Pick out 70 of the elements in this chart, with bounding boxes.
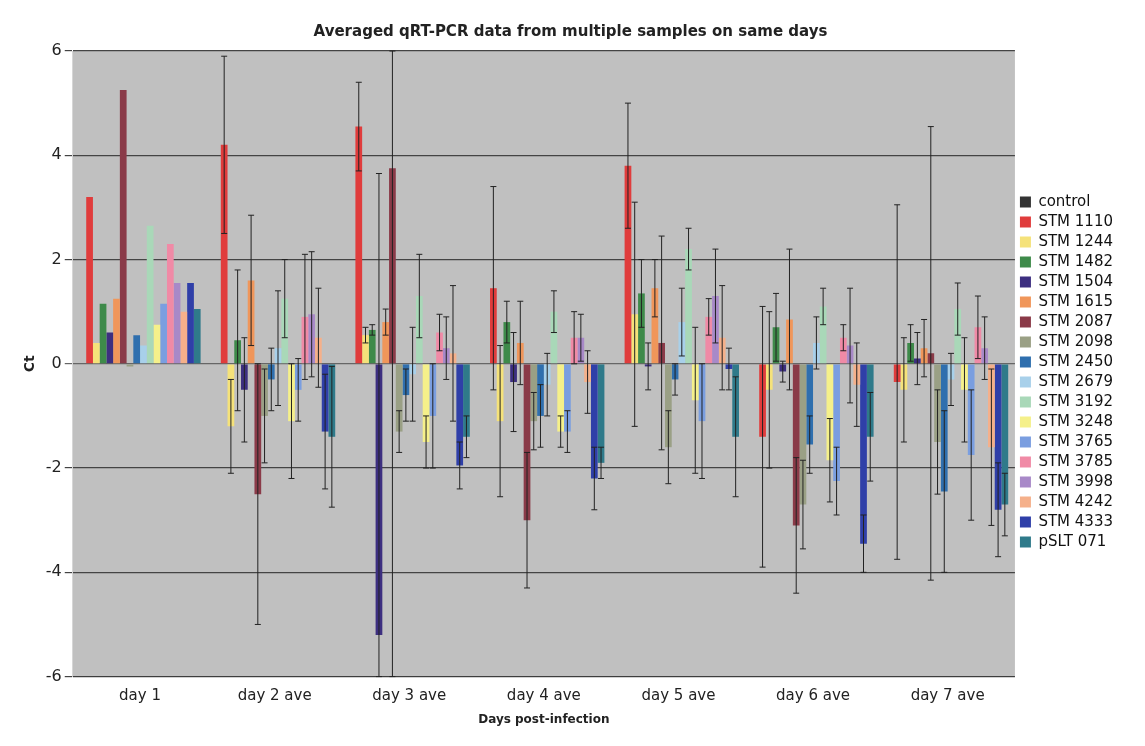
bar [1001,364,1009,505]
x-tick-label: day 1 [119,686,161,705]
bar [146,225,154,364]
chart-title: Averaged qRT-PCR data from multiple samples on same days [313,21,828,40]
bar [564,364,571,432]
bar [140,345,147,364]
x-tick-label: day 2 ave [237,686,312,705]
bar [362,335,369,364]
legend-label: STM 2450 [1038,351,1114,370]
x-tick-label: day 6 ave [776,686,851,705]
bar [463,364,470,437]
y-tick-label: 2 [51,248,62,268]
bar [590,364,598,479]
bar [166,243,174,364]
bar [638,293,645,364]
bar [685,249,692,364]
bar [220,144,228,364]
bar [833,364,840,482]
bar [792,364,800,526]
x-axis-title: Days post-infection [478,711,610,726]
legend-label: STM 4333 [1038,511,1114,530]
x-tick-label: day 7 ave [910,686,985,705]
legend-label: STM 1504 [1038,271,1114,290]
bar [193,309,201,364]
bar [113,298,120,364]
y-tick-label: 0 [51,352,62,372]
legend-label: STM 2098 [1038,331,1114,350]
bar [355,126,363,364]
bar [187,282,194,364]
legend-label: STM 2087 [1038,311,1114,330]
legend-label: pSLT 071 [1038,531,1107,550]
bar [180,311,188,364]
legend-label: STM 1615 [1038,291,1114,310]
bar [382,322,390,364]
legend-label: STM 1244 [1038,231,1114,250]
y-tick-label: 6 [51,40,62,60]
bar [530,364,538,422]
bar [705,316,713,364]
x-tick-label: day 3 ave [372,686,447,705]
legend-label: STM 4242 [1038,491,1114,510]
bar [557,364,565,432]
legend-label: STM 3998 [1038,471,1114,490]
bar [133,335,141,364]
bar [664,364,672,448]
legend-label: STM 3248 [1038,411,1114,430]
bar [368,329,376,364]
bar [106,332,114,364]
y-tick-label: -6 [45,665,62,685]
bar [119,90,127,364]
bar [806,364,814,445]
y-tick-label: -2 [45,457,62,477]
bar [160,303,167,364]
bar [860,364,867,544]
legend-label: STM 1110 [1038,211,1114,230]
y-axis-title: Ct [21,355,38,373]
x-tick-label: day 5 ave [641,686,716,705]
legend-label: STM 2679 [1038,371,1114,390]
x-tick-label: day 4 ave [506,686,581,705]
y-tick-label: -4 [45,561,62,581]
legend-label: STM 3765 [1038,431,1114,450]
legend-label: control [1038,191,1091,210]
bar [281,298,289,364]
bar [456,364,464,466]
y-tick-label: 4 [51,144,62,164]
bar [395,364,403,432]
bar [86,196,93,364]
bar [92,342,100,364]
legend-label: STM 3785 [1038,451,1114,470]
legend-label: STM 1482 [1038,251,1114,270]
legend-label: STM 3192 [1038,391,1114,410]
